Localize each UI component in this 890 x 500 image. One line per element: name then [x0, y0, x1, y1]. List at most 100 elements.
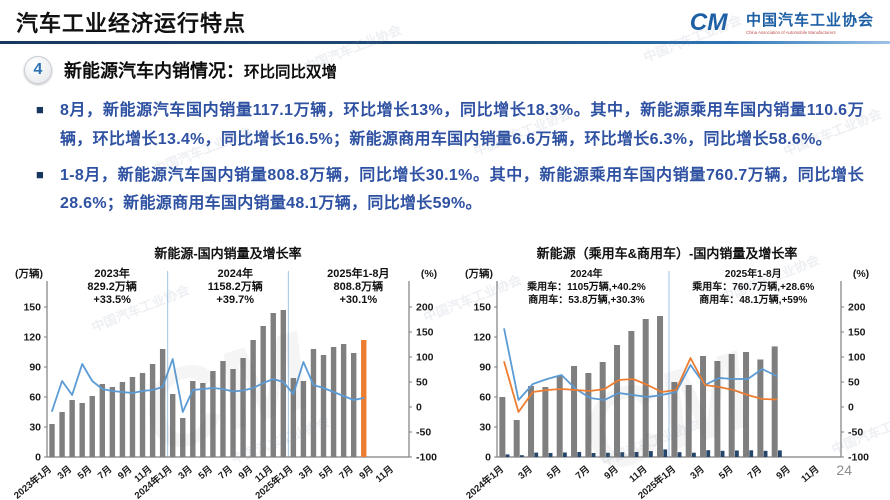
sales-bar [49, 424, 55, 457]
svg-text:9月: 9月 [237, 464, 255, 482]
svg-text:5月: 5月 [545, 464, 563, 482]
svg-text:商用车：48.1万辆,+59%: 商用车：48.1万辆,+59% [699, 293, 807, 306]
svg-text:3月: 3月 [688, 464, 706, 482]
sales-bar [677, 452, 682, 457]
nev-total-sales-growth-chart: 0 30 60 90 120 150 -100 -50 0 50 100 150 200 (万辆) (%) 2… [11, 266, 437, 500]
svg-text:-100: -100 [848, 452, 869, 464]
section-title: 新能源汽车内销情况：环比同比双增 [64, 57, 337, 83]
header: 汽车工业经济运行特点 CM 中国汽车工业协会 China Association… [0, 0, 890, 40]
sales-bar [310, 349, 317, 457]
chart-title: 新能源（乘用车&商用车）-国内销量及增长率 [536, 246, 798, 261]
growth-line-0 [51, 358, 365, 413]
tick-labels: 0 30 60 90 120 150 -100 -50 0 50 100 150 200 (万辆) (%) [15, 267, 437, 464]
sales-bar [599, 362, 606, 457]
caam-logo-icon: CM [690, 9, 729, 36]
sales-bar [505, 454, 510, 457]
sales-bar [763, 450, 768, 457]
sales-bar [180, 418, 186, 457]
svg-text:+30.1%: +30.1% [340, 294, 378, 306]
sales-bar [520, 455, 524, 457]
sales-bar [606, 452, 610, 457]
svg-text:30: 30 [29, 422, 41, 434]
chart-title: 新能源-国内销量及增长率 [154, 246, 302, 261]
logo-org-name-en: China Association of Automobile Manufact… [745, 30, 836, 35]
svg-text:9月: 9月 [357, 464, 375, 482]
svg-text:2024年: 2024年 [217, 266, 252, 280]
sales-bar [771, 346, 778, 457]
sales-bar [190, 381, 196, 457]
sales-bar [548, 453, 553, 457]
sales-bar [220, 361, 226, 457]
svg-text:5月: 5月 [196, 464, 214, 482]
sales-bar [499, 397, 506, 457]
bullet-text: 8月，新能源汽车国内销量117.1万辆，环比增长13%，同比增长18.3%。其中… [60, 102, 864, 148]
sales-bar [230, 369, 236, 457]
svg-text:150: 150 [416, 327, 434, 339]
svg-text:11月: 11月 [374, 464, 396, 485]
sales-bar [528, 386, 535, 457]
sales-bar [210, 371, 216, 457]
section-heading: 4 新能源汽车内销情况：环比同比双增 [24, 56, 337, 84]
sales-bar [657, 316, 664, 457]
sales-bar [671, 382, 678, 457]
svg-text:7月: 7月 [217, 464, 235, 482]
sales-bar [614, 345, 621, 457]
sales-bar [534, 452, 539, 457]
svg-text:+33.5%: +33.5% [93, 294, 131, 306]
sales-bar [749, 450, 754, 457]
svg-text:9月: 9月 [602, 464, 620, 482]
svg-text:+39.7%: +39.7% [216, 294, 254, 306]
bar-series-0 [49, 310, 367, 457]
svg-text:829.2万辆: 829.2万辆 [87, 279, 137, 293]
sales-bar [169, 394, 176, 457]
svg-text:3月: 3月 [56, 464, 74, 482]
axes [496, 281, 842, 458]
svg-text:0: 0 [416, 402, 422, 414]
sales-bar [757, 359, 764, 457]
tick-labels: 0 30 60 90 120 150 -100 -50 0 50 100 150 200 (万辆) (%) [465, 267, 869, 464]
svg-text:CM: CM [690, 9, 729, 36]
sales-bar [743, 352, 750, 457]
growth-line-1 [503, 357, 778, 413]
sales-bar [129, 377, 136, 457]
sales-bar [119, 382, 126, 457]
sales-bar [340, 344, 347, 457]
page-title: 汽车工业经济运行特点 [16, 11, 247, 36]
header-divider [0, 41, 890, 44]
svg-text:9月: 9月 [116, 464, 134, 482]
year-separator-lines [167, 271, 289, 457]
sales-bar [59, 412, 65, 457]
svg-text:50: 50 [848, 377, 860, 389]
caam-logo-text: 中国汽车工业协会 China Association of Automobile… [746, 9, 874, 35]
sales-bar [720, 450, 725, 457]
svg-text:60: 60 [29, 392, 41, 404]
sales-bar [778, 450, 782, 457]
svg-text:9月: 9月 [774, 464, 792, 482]
svg-text:30: 30 [479, 422, 491, 434]
svg-text:100: 100 [848, 352, 866, 364]
svg-text:(万辆): (万辆) [15, 267, 43, 280]
sales-bar [280, 310, 287, 457]
sales-bar [99, 384, 106, 457]
svg-text:7月: 7月 [96, 464, 114, 482]
growth-line-0 [503, 328, 778, 401]
sales-bar [513, 420, 520, 457]
sales-bar [109, 387, 116, 457]
bar-series-0 [499, 316, 778, 457]
svg-text:-100: -100 [416, 452, 437, 464]
sales-bar [663, 449, 668, 457]
sales-bar [260, 326, 266, 457]
svg-text:(%): (%) [421, 268, 437, 280]
svg-text:120: 120 [23, 332, 41, 344]
svg-text:3月: 3月 [516, 464, 534, 482]
sales-bar [585, 373, 592, 457]
svg-text:120: 120 [473, 332, 491, 344]
sales-bar [591, 453, 596, 457]
charts-row: 新能源-国内销量及增长率 0 30 60 90 120 150 -100 -50 0 50 100 1… [6, 243, 884, 500]
svg-text:2023年1月: 2023年1月 [11, 463, 54, 500]
sales-bar [320, 355, 327, 457]
sales-bar [556, 376, 563, 457]
